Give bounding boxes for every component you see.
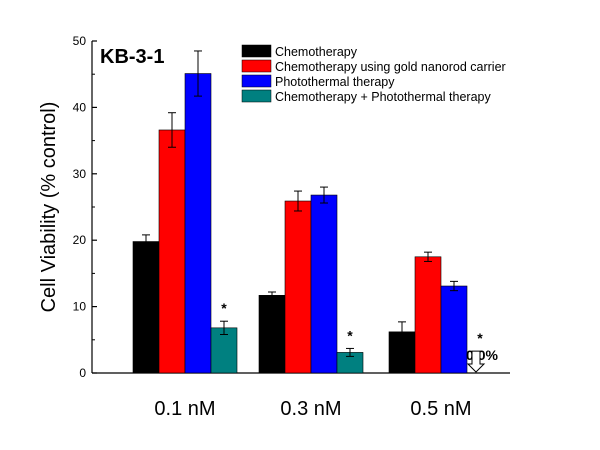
y-tick-label: 0 [79, 366, 86, 380]
zero-value-label: 0.0% [466, 347, 498, 363]
bar [258, 295, 286, 374]
y-tick-label: 30 [73, 167, 87, 181]
x-tick-label: 0.5 nM [410, 398, 471, 420]
significance-marker: * [347, 327, 353, 343]
legend-entry: Chemotherapy [275, 45, 358, 59]
legend-entry: Chemotherapy using gold nanorod carrier [275, 60, 506, 74]
y-tick-label: 20 [73, 233, 87, 247]
significance-marker: * [477, 330, 483, 346]
legend-entry: Photothermal therapy [275, 75, 395, 89]
panel-label: KB-3-1 [100, 46, 164, 68]
bar [210, 327, 238, 374]
legend-swatch [241, 74, 272, 88]
y-tick-label: 10 [73, 300, 87, 314]
legend-entry: Chemotherapy + Photothermal therapy [275, 90, 491, 104]
bar [310, 194, 338, 374]
bar [440, 285, 468, 374]
bar [284, 200, 312, 374]
y-tick-label: 50 [73, 34, 87, 48]
bar [184, 73, 212, 374]
legend-swatch [241, 89, 272, 103]
zero-arrow-icon [466, 350, 486, 373]
legend-swatch [241, 59, 272, 73]
x-tick-label: 0.3 nM [280, 398, 341, 420]
y-axis-label: Cell Viability (% control) [38, 102, 60, 313]
bar [414, 256, 442, 374]
legend-swatch [241, 44, 272, 58]
bar [158, 129, 186, 374]
y-tick-label: 40 [73, 100, 87, 114]
x-tick-label: 0.1 nM [154, 398, 215, 420]
significance-marker: * [221, 300, 227, 316]
bar [132, 241, 160, 374]
